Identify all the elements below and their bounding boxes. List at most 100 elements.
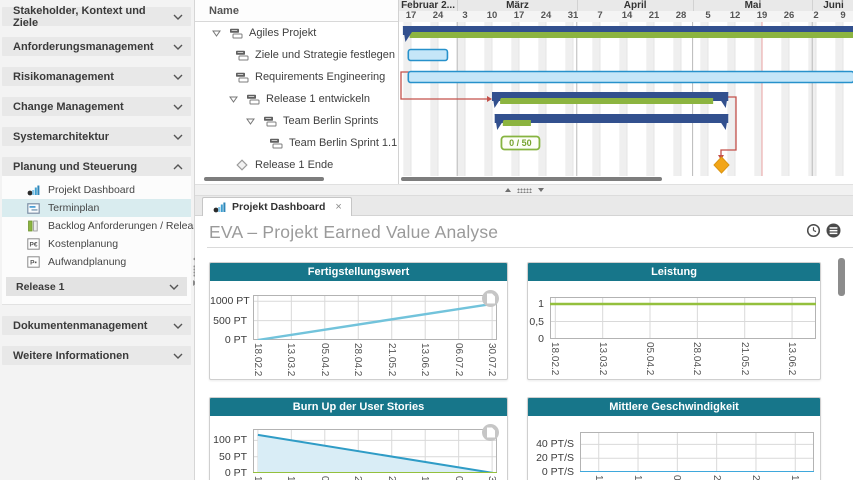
gantt-bar-team-berlin-sprints[interactable] bbox=[494, 114, 729, 130]
y-axis-tick-label: 1000 PT bbox=[210, 295, 250, 308]
tab-close-icon[interactable]: × bbox=[335, 201, 342, 213]
effort-icon: P▪ bbox=[26, 256, 40, 268]
y-axis-tick-label: 0 PT bbox=[224, 467, 247, 479]
x-axis-tick-label: 13.03.2 bbox=[632, 475, 643, 480]
sidebar-section-stakeholder[interactable]: Stakeholder, Kontext und Ziele bbox=[2, 4, 191, 29]
null bbox=[236, 72, 249, 82]
history-icon[interactable] bbox=[806, 223, 821, 243]
chart-title: Mittlere Geschwindigkeit bbox=[528, 398, 820, 416]
task-icon bbox=[263, 115, 277, 127]
subsection-label: Release 1 bbox=[16, 280, 65, 293]
chart-plot bbox=[580, 432, 814, 472]
series-line-Restaufwand bbox=[257, 433, 494, 473]
x-axis-tick-label: 28.04.2 bbox=[352, 343, 364, 377]
chevron-down-icon bbox=[173, 323, 183, 329]
gantt-bar-agiles-projekt[interactable] bbox=[402, 26, 853, 42]
gantt-name-column-header: Name bbox=[195, 0, 398, 22]
week-start-day: 14 bbox=[621, 10, 633, 21]
task-icon bbox=[235, 71, 249, 83]
gantt-chart-hscrollbar[interactable] bbox=[399, 176, 853, 182]
week-start-day: 9 bbox=[840, 10, 846, 21]
gantt-bar-team-berlin-sprint-1-1[interactable]: 0 / 50 bbox=[500, 135, 541, 151]
y-axis-tick-label: 0 PT/S bbox=[541, 466, 574, 478]
sidebar-subsection-release-1[interactable]: Release 1 bbox=[6, 277, 187, 296]
sidebar-section-risikomanagement[interactable]: Risikomanagement bbox=[2, 67, 191, 86]
gantt-row-5[interactable]: Team Berlin Sprint 1.1 bbox=[195, 132, 398, 154]
export-chart-icon[interactable] bbox=[482, 290, 499, 307]
section-label: Stakeholder, Kontext und Ziele bbox=[13, 4, 146, 29]
sidebar-section-anforderungsmanagement[interactable]: Anforderungsmanagement bbox=[2, 37, 191, 56]
sidebar-item-aufwandplanung[interactable]: P▪ Aufwandplanung bbox=[2, 253, 191, 271]
horizontal-pane-splitter[interactable] bbox=[195, 184, 853, 196]
week-start-day: 17 bbox=[405, 10, 417, 21]
scrollbar-thumb[interactable] bbox=[838, 258, 845, 296]
gantt-row-6[interactable]: Release 1 Ende bbox=[195, 154, 398, 176]
sidebar-item-kostenplanung[interactable]: P€ Kostenplanung bbox=[2, 235, 191, 253]
gantt-row-label: Team Berlin Sprints bbox=[283, 115, 379, 127]
x-axis-tick-label: 13.03.2 bbox=[285, 343, 297, 377]
sidebar-section-change-management[interactable]: Change Management bbox=[2, 97, 191, 116]
sidebar-item-label: Projekt Dashboard bbox=[48, 184, 135, 196]
task-icon bbox=[246, 93, 260, 105]
week-start-day: 28 bbox=[675, 10, 687, 21]
sidebar-item-backlog[interactable]: Backlog Anforderungen / Releases bbox=[2, 217, 194, 235]
task-icon bbox=[235, 49, 249, 61]
scrollbar-thumb[interactable] bbox=[204, 177, 324, 181]
gantt-row-label: Release 1 Ende bbox=[255, 159, 334, 171]
link-requirements-to-release1 bbox=[400, 71, 492, 102]
x-axis-tick-label: 21.05.2 bbox=[750, 475, 761, 480]
tab-label: Projekt Dashboard bbox=[232, 201, 326, 213]
dashboard-title: EVA – Projekt Earned Value Analyse bbox=[209, 222, 499, 242]
dashboard-toolbar bbox=[806, 223, 841, 243]
sidebar-section-systemarchitektur[interactable]: Systemarchitektur bbox=[2, 127, 191, 146]
sidebar-item-terminplan[interactable]: Terminplan bbox=[2, 199, 191, 217]
month-label: April bbox=[576, 0, 693, 11]
sidebar-section-dokumentenmanagement[interactable]: Dokumentenmanagement bbox=[2, 316, 191, 335]
null bbox=[245, 118, 255, 125]
task-icon bbox=[269, 137, 283, 149]
chevron-down-icon bbox=[173, 353, 183, 359]
y-axis-tick-label: 1 bbox=[538, 298, 544, 310]
sidebar-item-projekt-dashboard[interactable]: Projekt Dashboard bbox=[2, 181, 191, 199]
x-axis-tick-label: 06.07.2 bbox=[453, 476, 464, 480]
null bbox=[826, 223, 841, 238]
null bbox=[27, 185, 39, 196]
gantt-row-0[interactable]: Agiles Projekt bbox=[195, 22, 398, 44]
main-area: Name Agiles Projekt Ziele und Strategie f… bbox=[195, 0, 853, 480]
gantt-row-2[interactable]: Requirements Engineering bbox=[195, 66, 398, 88]
chevron-up-icon bbox=[173, 163, 183, 169]
menu-icon[interactable] bbox=[826, 223, 841, 243]
gantt-bar-requirements-engineering[interactable] bbox=[407, 70, 853, 84]
x-axis-tick-label: 13.06.2 bbox=[419, 476, 430, 480]
x-axis-tick-label: 21.05.2 bbox=[738, 342, 750, 376]
gantt-bar-release-1-ende[interactable] bbox=[713, 156, 730, 174]
sidebar-section-weitere-informationen[interactable]: Weitere Informationen bbox=[2, 346, 191, 365]
gantt-row-1[interactable]: Ziele und Strategie festlegen bbox=[195, 44, 398, 66]
y-axis-tick-label: 0 PT bbox=[224, 334, 247, 346]
sidebar-section-planung-und-steuerung[interactable]: Planung und Steuerung bbox=[2, 157, 191, 176]
tab-projekt-dashboard[interactable]: Projekt Dashboard × bbox=[202, 197, 352, 216]
week-start-day: 10 bbox=[486, 10, 498, 21]
chart-card-mittlere-geschwindigkeit: Mittlere Geschwindigkeit 0 PT/S 20 PT/S 40 … bbox=[527, 397, 821, 480]
y-axis-tick-label: 100 PT bbox=[213, 434, 247, 447]
scrollbar-thumb[interactable] bbox=[401, 177, 662, 181]
section-label: Planung und Steuerung bbox=[13, 160, 138, 173]
sidebar-resize-handle[interactable] bbox=[190, 248, 199, 294]
export-chart-icon[interactable] bbox=[482, 424, 499, 441]
week-start-day: 12 bbox=[729, 10, 741, 21]
toggle-icon bbox=[209, 27, 223, 39]
x-axis-tick-label: 13.03.2 bbox=[596, 342, 608, 376]
x-axis-tick-label: 13.06.2 bbox=[786, 342, 798, 376]
x-axis-tick-label: 13.06.2 bbox=[789, 475, 800, 480]
section-label: Change Management bbox=[13, 100, 124, 113]
gantt-row-3[interactable]: Release 1 entwickeln bbox=[195, 88, 398, 110]
gantt-names-hscrollbar[interactable] bbox=[195, 176, 398, 182]
gantt-bar-ziele-und-strategie[interactable] bbox=[407, 48, 449, 62]
gantt-bar-release-1-entwickeln[interactable] bbox=[492, 92, 729, 108]
gantt-row-4[interactable]: Team Berlin Sprints bbox=[195, 110, 398, 132]
dashboard-vscrollbar[interactable] bbox=[837, 256, 846, 476]
y-axis-tick-label: 0 bbox=[538, 333, 544, 345]
collapse-right-icon bbox=[192, 280, 197, 286]
gantt-canvas: 0 / 50 bbox=[400, 22, 853, 176]
toggle-icon bbox=[226, 93, 240, 105]
